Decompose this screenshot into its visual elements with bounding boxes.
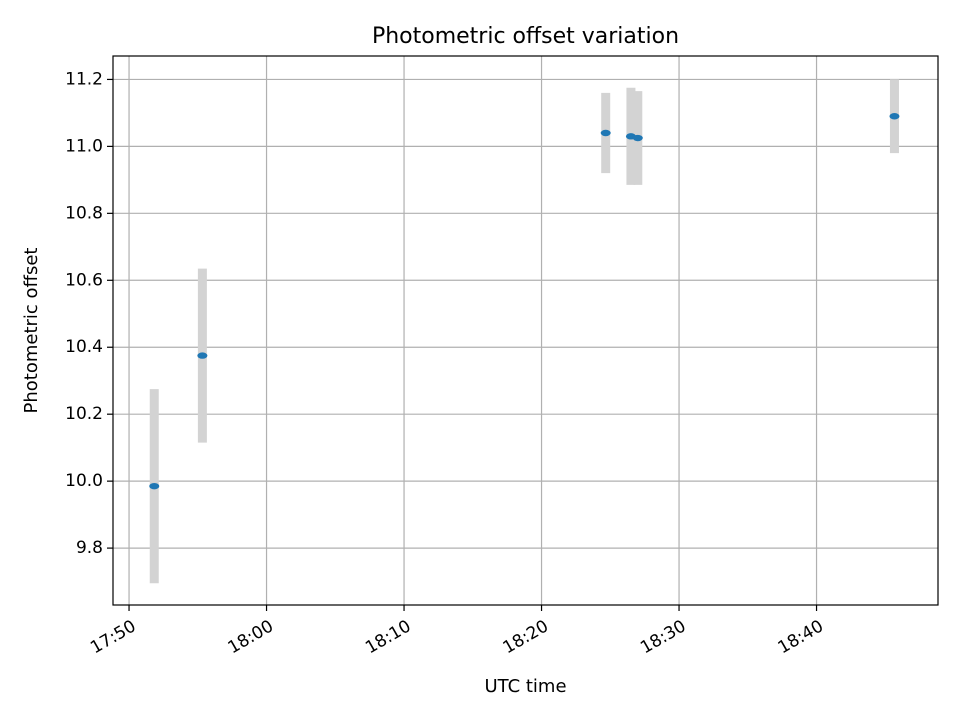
x-tick-label: 18:10 (362, 616, 414, 658)
y-axis-title: Photometric offset (21, 248, 42, 414)
x-axis-ticks: 17:50 18:00 18:10 18:20 18:30 18:40 (87, 605, 827, 658)
x-axis-title: UTC time (484, 676, 566, 697)
point-layer (149, 113, 900, 490)
data-point (197, 352, 208, 359)
y-tick-label: 11.0 (65, 136, 103, 156)
grid-layer (113, 56, 938, 605)
chart-title: Photometric offset variation (372, 24, 679, 49)
y-tick-label: 9.8 (76, 538, 103, 558)
x-tick-label: 18:30 (637, 616, 689, 658)
data-point (600, 129, 611, 137)
y-tick-label: 11.2 (65, 69, 103, 89)
data-point (632, 134, 643, 142)
y-tick-label: 10.6 (65, 270, 103, 290)
errorbar-layer (149, 79, 899, 584)
y-tick-label: 10.0 (65, 471, 103, 491)
y-axis-ticks: 9.8 10.0 10.2 10.4 10.6 10.8 11.0 11.2 (65, 69, 113, 558)
x-tick-label: 18:20 (500, 616, 552, 658)
x-tick-label: 18:40 (775, 616, 827, 658)
y-tick-label: 10.2 (65, 404, 103, 424)
y-tick-label: 10.4 (65, 337, 103, 357)
data-point (889, 113, 900, 120)
x-tick-label: 18:00 (225, 616, 277, 658)
data-point (149, 482, 160, 490)
plot-frame (112, 55, 939, 606)
x-tick-label: 17:50 (87, 616, 139, 658)
y-tick-label: 10.8 (65, 203, 103, 223)
